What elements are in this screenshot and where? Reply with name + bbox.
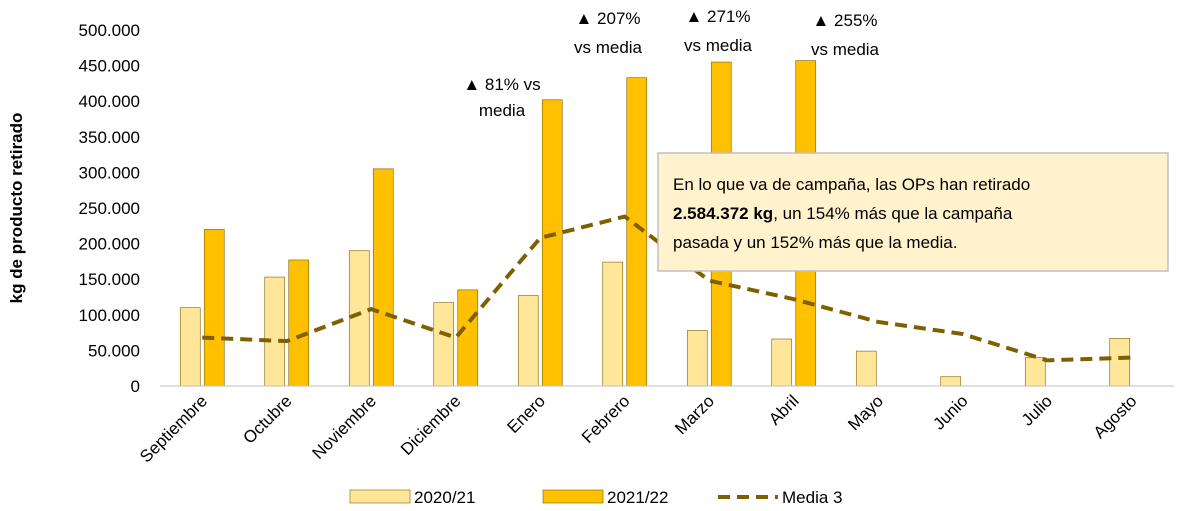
bar <box>457 289 479 387</box>
bar <box>940 376 962 387</box>
bar <box>288 259 310 387</box>
legend-swatch <box>349 489 411 504</box>
text-box-line: pasada y un 152% más que la media. <box>673 233 957 252</box>
bar <box>1109 337 1131 387</box>
bar <box>771 338 793 387</box>
x-tick-label: Septiembre <box>136 391 211 466</box>
y-tick-label: 150.000 <box>79 270 140 289</box>
bar <box>517 295 539 387</box>
x-tick-label: Junio <box>929 391 971 433</box>
y-tick-label: 200.000 <box>79 235 140 254</box>
y-axis-label: kg de producto retirado <box>7 113 26 304</box>
y-tick-label: 100.000 <box>79 306 140 325</box>
x-tick-label: Julio <box>1018 391 1056 429</box>
annotation: ▲ 207% <box>575 9 640 28</box>
y-tick-label: 400.000 <box>79 92 140 111</box>
text-box-bold: 2.584.372 kg <box>673 204 773 223</box>
bar <box>855 350 877 387</box>
bar <box>1024 357 1046 387</box>
legend-swatch <box>542 489 604 504</box>
text-box-text: , un 154% más que la campaña <box>773 204 1013 223</box>
annotation: ▲ 81% vs <box>463 75 540 94</box>
bar <box>203 229 225 387</box>
y-tick-label: 50.000 <box>88 341 140 360</box>
text-box-line: En lo que va de campaña, las OPs han ret… <box>673 175 1030 194</box>
bar <box>602 261 624 387</box>
y-tick-label: 0 <box>131 377 140 396</box>
bar <box>372 168 394 387</box>
y-tick-label: 500.000 <box>79 21 140 40</box>
x-tick-label: Noviembre <box>309 391 381 463</box>
bar <box>179 307 201 387</box>
x-tick-label: Octubre <box>239 391 295 447</box>
bar <box>264 276 286 387</box>
annotation: ▲ 271% <box>685 7 750 26</box>
legend-label: 2020/21 <box>414 488 475 507</box>
annotation: vs media <box>574 38 643 57</box>
text-box-line: 2.584.372 kg, un 154% más que la campaña <box>673 204 1013 223</box>
text-box <box>657 152 1169 272</box>
y-tick-label: 300.000 <box>79 163 140 182</box>
bar <box>626 77 648 387</box>
x-tick-label: Enero <box>504 391 550 437</box>
y-tick-label: 450.000 <box>79 57 140 76</box>
x-tick-label: Diciembre <box>397 391 465 459</box>
x-tick-label: Mayo <box>844 391 887 434</box>
annotation: ▲ 255% <box>812 11 877 30</box>
bar <box>541 99 563 387</box>
bar <box>433 302 455 387</box>
y-tick-label: 350.000 <box>79 128 140 147</box>
x-tick-label: Febrero <box>578 391 634 447</box>
legend-label: Media 3 <box>782 488 842 507</box>
x-tick-label: Marzo <box>671 391 718 438</box>
annotation: vs media <box>811 40 880 59</box>
x-tick-label: Abril <box>765 391 802 428</box>
x-tick-label: Agosto <box>1090 391 1141 442</box>
annotation: vs media <box>684 36 753 55</box>
annotation: media <box>479 101 526 120</box>
legend-label: 2021/22 <box>607 488 668 507</box>
y-tick-label: 250.000 <box>79 199 140 218</box>
bar <box>686 330 708 387</box>
